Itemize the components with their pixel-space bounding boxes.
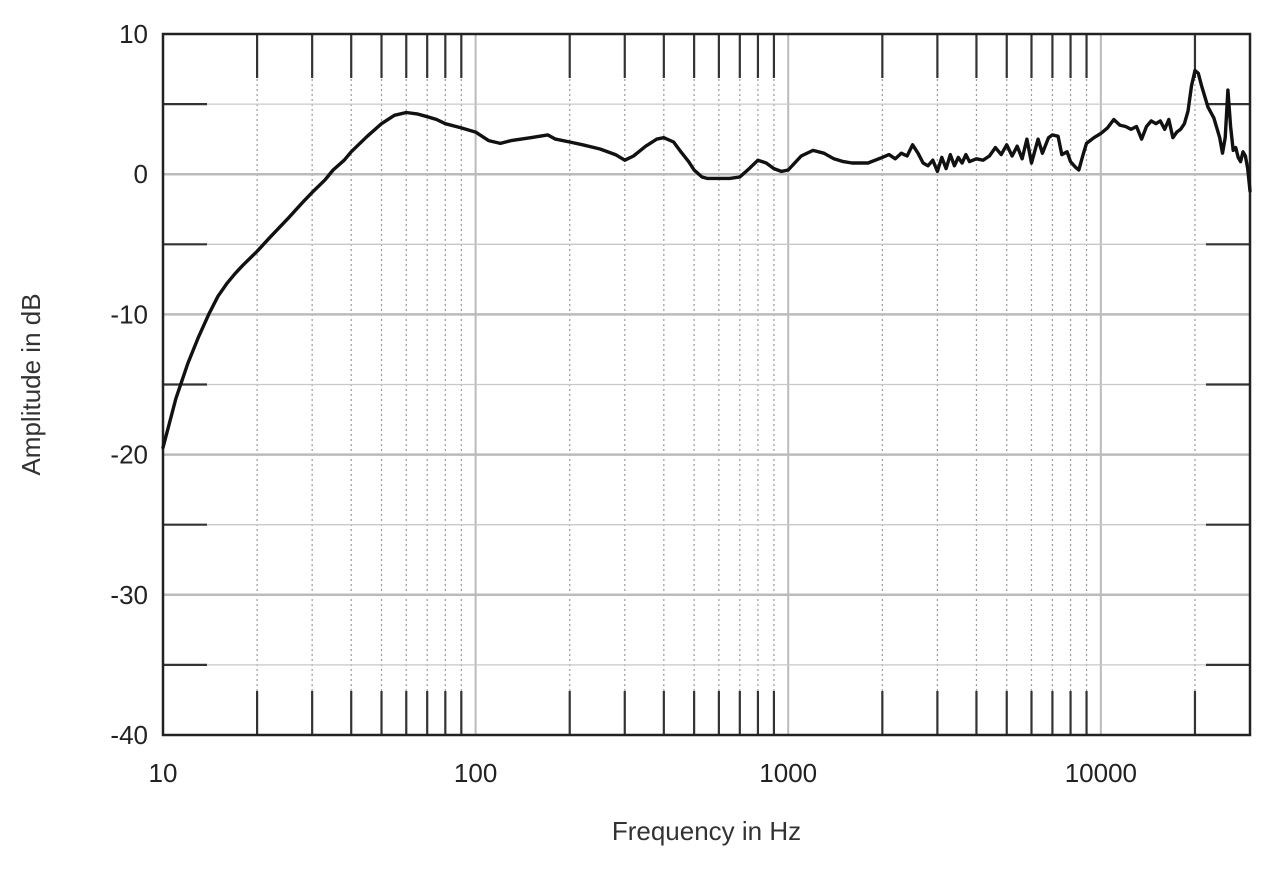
y-tick-label: -10 [110,299,148,329]
response-curve-line [161,68,1252,450]
y-tick-label: -40 [110,720,148,750]
x-tick-labels: 10 100 1000 10000 [149,758,1137,788]
x-tick-label: 100 [454,758,497,788]
y-tick-label: 10 [119,19,148,49]
y-tick-label: 0 [134,159,148,189]
y-tick-label: -20 [110,440,148,470]
grid-lines [163,34,1250,735]
x-tick-label: 10 [149,758,178,788]
y-axis-title: Amplitude in dB [16,293,46,475]
y-tick-label: -30 [110,580,148,610]
x-tick-label: 10000 [1065,758,1137,788]
x-axis-title: Frequency in Hz [612,816,801,846]
tick-marks [163,34,1250,735]
plot-frame [161,32,1252,737]
x-tick-label: 1000 [759,758,817,788]
y-tick-labels: 10 0 -10 -20 -30 -40 [110,19,148,750]
